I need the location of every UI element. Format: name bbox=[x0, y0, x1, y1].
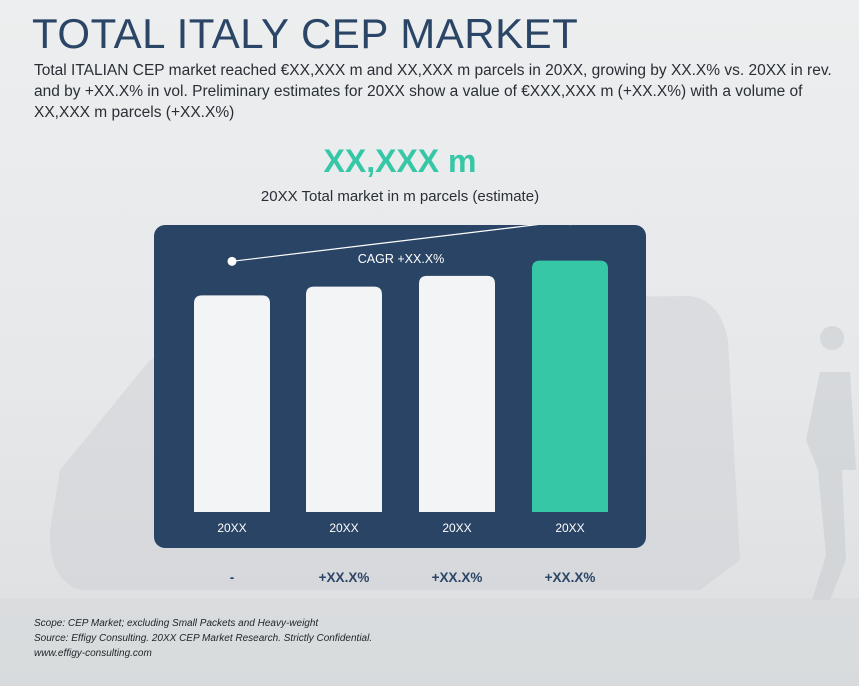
person-silhouette-icon bbox=[806, 326, 856, 600]
bar-3 bbox=[419, 275, 495, 512]
x-tick-label-4: 20XX bbox=[555, 521, 584, 535]
footer-source: Source: Effigy Consulting. 20XX CEP Mark… bbox=[34, 633, 373, 644]
bar-1 bbox=[194, 295, 270, 512]
growth-label-4: +XX.X% bbox=[544, 570, 596, 585]
x-tick-label-3: 20XX bbox=[442, 521, 471, 535]
footer-scope: Scope: CEP Market; excluding Small Packe… bbox=[34, 618, 319, 629]
growth-label-3: +XX.X% bbox=[431, 570, 483, 585]
cagr-label: CAGR +XX.X% bbox=[358, 252, 445, 266]
chart-panel: 20XX 20XX 20XX 20XX CAGR +XX.X% bbox=[154, 225, 646, 548]
growth-label-2: +XX.X% bbox=[318, 570, 370, 585]
bar-2 bbox=[306, 286, 382, 512]
bar-4 bbox=[532, 260, 608, 512]
growth-label-1: - bbox=[229, 570, 235, 585]
kpi-caption: 20XX Total market in m parcels (estimate… bbox=[260, 188, 540, 205]
footer-website[interactable]: www.effigy-consulting.com bbox=[34, 648, 152, 659]
cagr-start-dot bbox=[227, 256, 237, 266]
market-summary: Total ITALIAN CEP market reached €XX,XXX… bbox=[34, 62, 832, 121]
cagr-line bbox=[231, 225, 540, 262]
footer: Scope: CEP Market; excluding Small Packe… bbox=[0, 598, 859, 686]
kpi-value: XX,XXX m bbox=[323, 143, 477, 179]
x-tick-label-1: 20XX bbox=[217, 521, 246, 535]
bar-chart: 20XX 20XX 20XX 20XX CAGR +XX.X% bbox=[194, 225, 608, 535]
x-tick-label-2: 20XX bbox=[329, 521, 358, 535]
page-title: TOTAL ITALY CEP MARKET bbox=[32, 10, 579, 57]
